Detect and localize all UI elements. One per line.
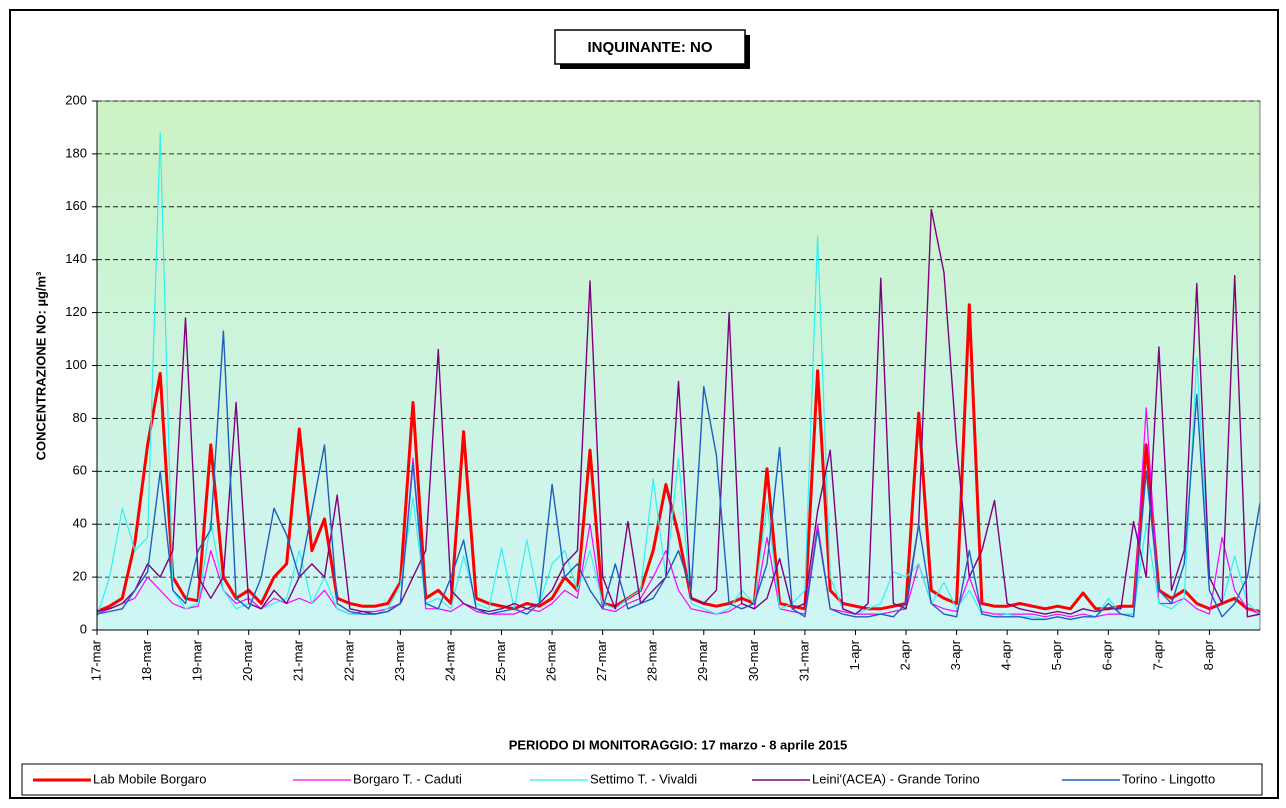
x-tick-label: 30-mar [746, 639, 761, 681]
y-tick-label: 200 [65, 92, 87, 107]
y-tick-label: 160 [65, 198, 87, 213]
y-tick-label: 80 [73, 410, 87, 425]
legend-label: Torino - Lingotto [1122, 771, 1215, 786]
y-axis-title: CONCENTRAZIONE NO: µg/m³ [33, 271, 48, 460]
y-tick-label: 40 [73, 516, 87, 531]
x-tick-label: 17-mar [88, 639, 103, 681]
x-axis-title: PERIODO DI MONITORAGGIO: 17 marzo - 8 ap… [509, 737, 848, 752]
y-tick-label: 100 [65, 357, 87, 372]
x-tick-label: 3-apr [948, 639, 963, 670]
legend [21, 763, 1263, 796]
x-tick-label: 22-mar [341, 639, 356, 681]
series-line [97, 330, 1260, 621]
x-tick-label: 7-apr [1150, 639, 1165, 670]
x-tick-label: 24-mar [442, 639, 457, 681]
x-tick-label: 31-mar [796, 639, 811, 681]
legend-label: Lab Mobile Borgaro [93, 771, 206, 786]
x-tick-label: 21-mar [291, 639, 306, 681]
title-box [554, 29, 746, 65]
x-tick-label: 19-mar [190, 639, 205, 681]
x-tick-label: 29-mar [695, 639, 710, 681]
chart-title: INQUINANTE: NO [588, 39, 713, 56]
y-tick-label: 140 [65, 251, 87, 266]
y-tick-label: 120 [65, 304, 87, 319]
y-tick-label: 180 [65, 145, 87, 160]
series-line [97, 208, 1260, 618]
x-tick-label: 4-apr [999, 639, 1014, 670]
x-tick-label: 25-mar [493, 639, 508, 681]
x-tick-label: 6-apr [1100, 639, 1115, 670]
x-tick-label: 23-mar [392, 639, 407, 681]
x-tick-label: 20-mar [240, 639, 255, 681]
series-line [97, 303, 1260, 613]
x-tick-label: 18-mar [139, 639, 154, 681]
y-tick-label: 60 [73, 463, 87, 478]
legend-label: Settimo T. - Vivaldi [590, 771, 697, 786]
x-tick-label: 8-apr [1201, 639, 1216, 670]
y-tick-label: 20 [73, 569, 87, 584]
x-tick-label: 27-mar [594, 639, 609, 681]
x-tick-label: 1-apr [847, 639, 862, 670]
x-tick-label: 28-mar [645, 639, 660, 681]
series-line [97, 407, 1260, 618]
x-tick-label: 2-apr [897, 639, 912, 670]
legend-label: Borgaro T. - Caduti [353, 771, 462, 786]
y-tick-label: 0 [80, 621, 87, 636]
legend-label: Leini'(ACEA) - Grande Torino [812, 771, 980, 786]
x-tick-label: 5-apr [1049, 639, 1064, 670]
x-tick-label: 26-mar [544, 639, 559, 681]
